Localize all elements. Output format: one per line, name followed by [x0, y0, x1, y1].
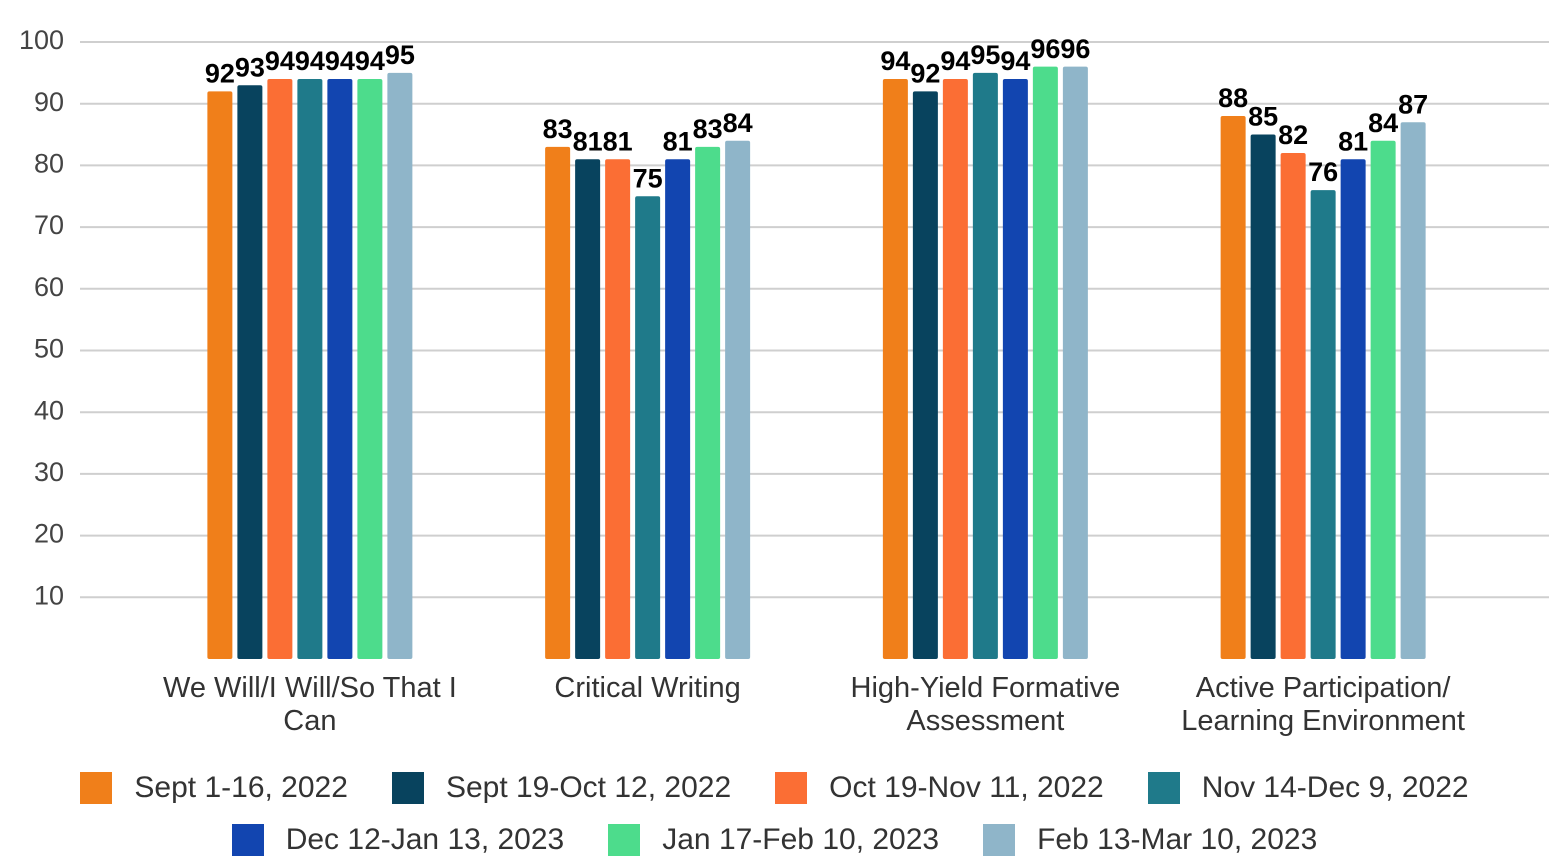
legend-label: Nov 14-Dec 9, 2022 — [1201, 771, 1469, 804]
legend-item: Sept 19-Oct 12, 2022 — [391, 768, 732, 808]
x-tick-label: High-Yield Formative Assessment — [850, 672, 1121, 737]
y-tick-label: 40 — [34, 395, 64, 425]
y-tick-label: 90 — [34, 87, 64, 117]
bar — [1032, 66, 1058, 660]
bar — [207, 91, 233, 660]
legend-label: Feb 13-Mar 10, 2023 — [1037, 823, 1318, 856]
data-label: 94 — [1000, 46, 1030, 76]
data-label: 83 — [693, 114, 723, 144]
bar — [1002, 79, 1028, 659]
bar — [545, 146, 571, 659]
legend-item: Nov 14-Dec 9, 2022 — [1147, 768, 1469, 808]
bar — [1370, 140, 1396, 660]
data-label: 83 — [543, 114, 573, 144]
data-label: 95 — [970, 40, 1000, 70]
legend-item: Dec 12-Jan 13, 2023 — [231, 820, 565, 860]
bar — [1220, 116, 1246, 660]
data-label: 94 — [325, 46, 355, 76]
data-label: 84 — [723, 108, 753, 138]
bar — [695, 146, 721, 659]
data-label: 94 — [880, 46, 910, 76]
legend-label: Jan 17-Feb 10, 2023 — [662, 823, 940, 856]
data-label: 96 — [1060, 34, 1090, 64]
y-tick-label: 60 — [34, 272, 64, 302]
legend-swatch — [775, 772, 808, 804]
legend-item: Feb 13-Mar 10, 2023 — [983, 820, 1317, 860]
bar — [972, 72, 998, 660]
data-label: 84 — [1368, 108, 1398, 138]
y-tick-label: 50 — [34, 334, 64, 364]
data-label: 92 — [910, 58, 940, 88]
data-label: 94 — [355, 46, 385, 76]
x-tick-label: We Will/I Will/So That I Can — [162, 672, 457, 737]
bar — [297, 79, 323, 659]
bar — [1310, 190, 1336, 659]
bar — [327, 79, 353, 659]
bar — [912, 91, 938, 660]
data-label: 82 — [1278, 120, 1308, 150]
data-label: 96 — [1030, 34, 1060, 64]
data-label: 94 — [265, 46, 295, 76]
data-label: 95 — [385, 40, 415, 70]
data-label: 92 — [205, 58, 235, 88]
legend-item: Jan 17-Feb 10, 2023 — [608, 820, 939, 860]
legend-swatch — [231, 824, 264, 856]
bar — [267, 79, 293, 659]
data-label: 87 — [1398, 89, 1428, 119]
data-label: 94 — [295, 46, 325, 76]
bar — [1400, 122, 1426, 659]
data-label: 85 — [1248, 102, 1278, 132]
y-tick-label: 70 — [34, 210, 64, 240]
x-tick-label: Critical Writing — [554, 672, 741, 704]
bar — [942, 79, 968, 659]
bar — [1250, 134, 1276, 660]
legend-label: Oct 19-Nov 11, 2022 — [829, 771, 1104, 804]
y-tick-label: 30 — [34, 457, 64, 487]
legend-swatch — [80, 772, 113, 804]
legend-swatch — [983, 824, 1016, 856]
data-label: 75 — [633, 163, 663, 193]
data-label: 81 — [603, 126, 633, 156]
bar — [575, 159, 601, 660]
legend-label: Sept 1-16, 2022 — [134, 771, 348, 804]
legend-label: Sept 19-Oct 12, 2022 — [445, 771, 732, 804]
bar — [882, 79, 908, 659]
x-tick-label: Active Participation/ Learning Environme… — [1181, 672, 1465, 737]
y-tick-label: 20 — [34, 519, 64, 549]
legend-item: Oct 19-Nov 11, 2022 — [775, 768, 1104, 808]
y-tick-label: 10 — [34, 580, 64, 610]
legend-item: Sept 1-16, 2022 — [80, 768, 348, 808]
bar — [1280, 153, 1306, 659]
data-label: 76 — [1308, 157, 1338, 187]
legend-label: Dec 12-Jan 13, 2023 — [285, 823, 565, 856]
bar — [635, 196, 661, 659]
legend-swatch — [391, 772, 424, 804]
bar — [387, 72, 413, 660]
bar — [605, 159, 631, 660]
legend-swatch — [608, 824, 641, 856]
legend-swatch — [1147, 772, 1180, 804]
y-tick-label: 80 — [34, 149, 64, 179]
bar — [1062, 66, 1088, 660]
data-label: 81 — [1338, 126, 1368, 156]
data-label: 88 — [1218, 83, 1248, 113]
bar — [725, 140, 751, 660]
data-label: 94 — [940, 46, 970, 76]
legend: Sept 1-16, 2022 Sept 19-Oct 12, 2022 Oct 1… — [0, 768, 1549, 860]
bar — [665, 159, 691, 660]
bar — [1340, 159, 1366, 660]
bar — [237, 85, 263, 659]
data-label: 81 — [573, 126, 603, 156]
data-label: 93 — [235, 52, 265, 82]
bar — [357, 79, 383, 659]
data-label: 81 — [663, 126, 693, 156]
y-tick-label: 100 — [19, 25, 64, 55]
